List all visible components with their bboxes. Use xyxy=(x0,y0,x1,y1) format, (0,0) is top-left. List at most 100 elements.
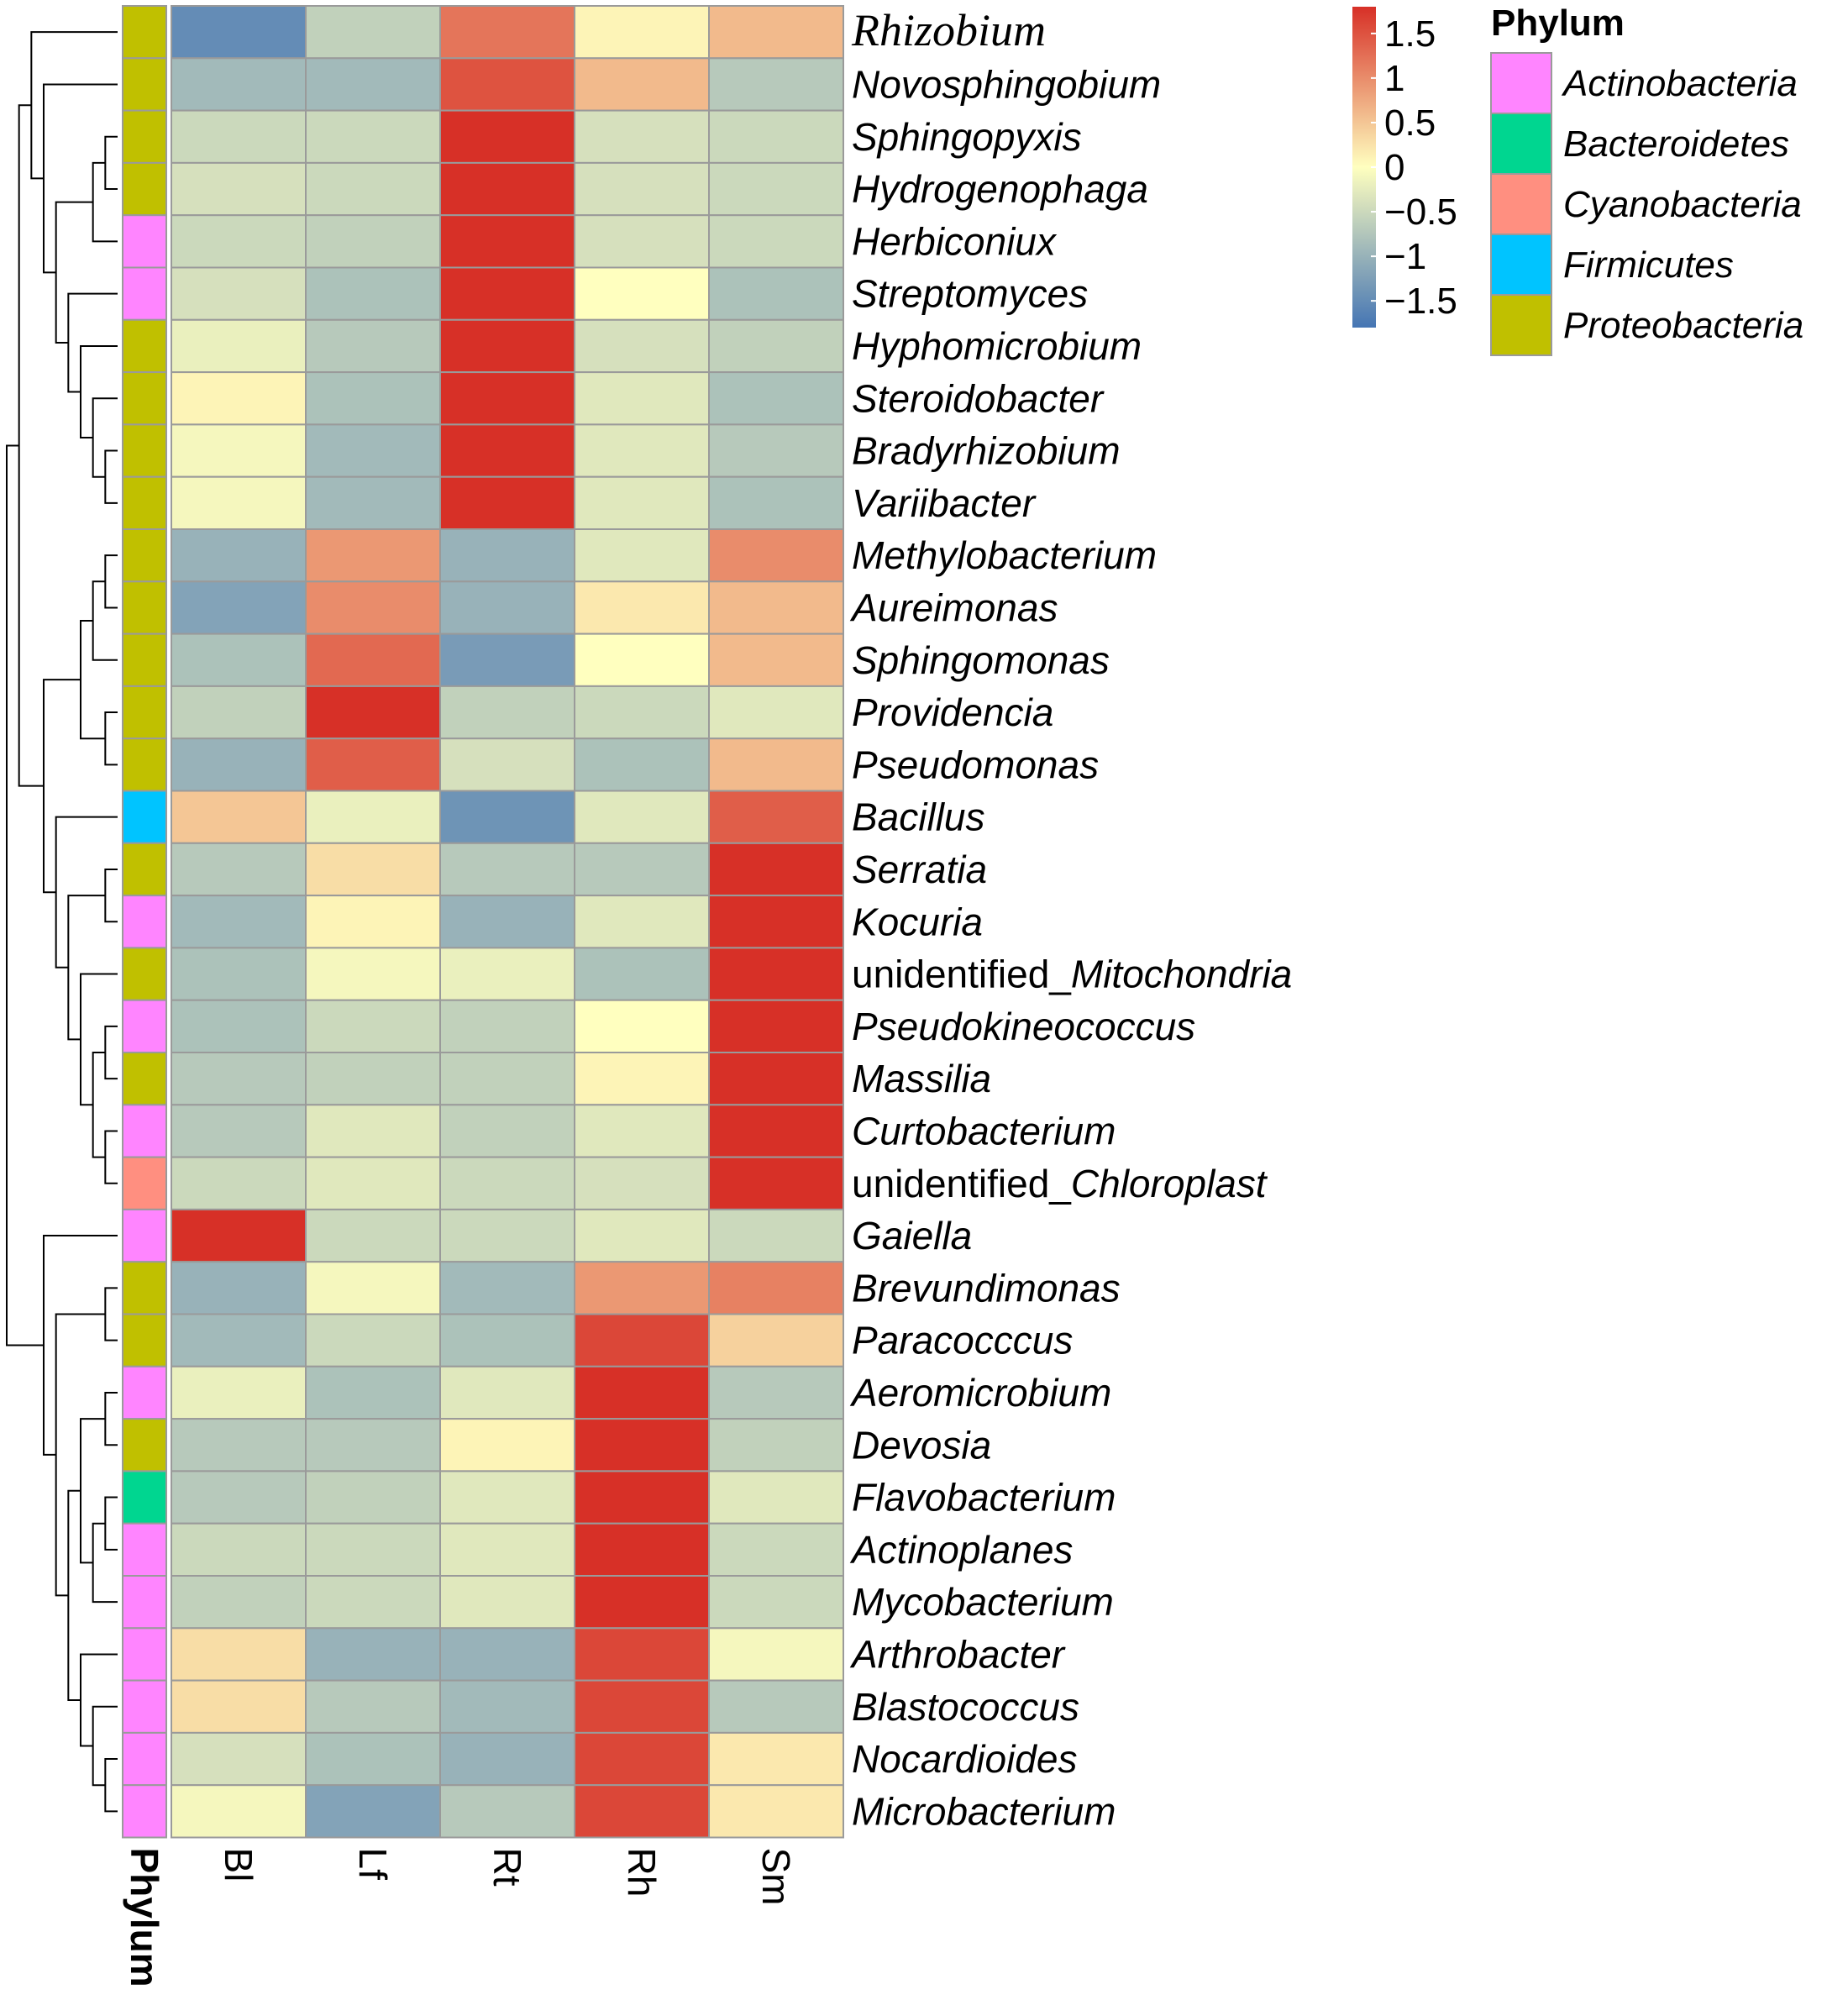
heatmap-cell xyxy=(305,1313,441,1367)
heatmap-cell xyxy=(305,685,441,740)
phylum-annotation-cell xyxy=(122,1208,167,1263)
heatmap-cell xyxy=(305,423,441,478)
heatmap-cell xyxy=(439,947,575,1001)
dendrogram-branch xyxy=(104,711,118,766)
heatmap-cell xyxy=(171,528,307,583)
legend-swatch xyxy=(1490,234,1552,296)
phylum-annotation-cell xyxy=(122,1052,167,1106)
heatmap-cell xyxy=(171,1261,307,1315)
heatmap-cell xyxy=(305,1679,441,1734)
phylum-annotation-cell xyxy=(122,633,167,687)
heatmap-cell xyxy=(574,57,710,112)
phylum-annotation-cell xyxy=(122,423,167,478)
heatmap-cell xyxy=(574,790,710,844)
row-label: Novosphingobium xyxy=(852,62,1161,106)
heatmap-cell xyxy=(708,738,844,792)
heatmap-cell xyxy=(708,947,844,1001)
heatmap-cell xyxy=(171,1470,307,1525)
row-label: Brevundimonas xyxy=(852,1266,1121,1310)
phylum-annotation-cell xyxy=(122,895,167,949)
heatmap-cell xyxy=(305,214,441,269)
phylum-annotation-cell xyxy=(122,1784,167,1839)
heatmap-cell xyxy=(574,423,710,478)
dendrogram-branch xyxy=(104,135,118,191)
row-label-genus: Chloroplast xyxy=(1071,1162,1268,1205)
heatmap-cell xyxy=(439,475,575,531)
heatmap-cell xyxy=(708,1261,844,1315)
heatmap-cell xyxy=(574,1365,710,1420)
phylum-annotation-cell xyxy=(122,685,167,740)
heatmap-cell xyxy=(708,161,844,217)
phylum-annotation-cell xyxy=(122,371,167,426)
heatmap-cell xyxy=(305,5,441,60)
heatmap-cell xyxy=(574,1052,710,1106)
heatmap-cell xyxy=(305,1261,441,1315)
row-label: Gaiella xyxy=(852,1214,972,1257)
heatmap-cell xyxy=(708,1365,844,1420)
dendrogram-branch xyxy=(104,1025,118,1080)
heatmap-cell xyxy=(708,842,844,897)
heatmap-cell xyxy=(305,1365,441,1420)
dendrogram-branch xyxy=(43,679,81,894)
heatmap-cell xyxy=(305,633,441,687)
heatmap-cell xyxy=(574,528,710,583)
heatmap-cell xyxy=(171,1575,307,1630)
heatmap-cell xyxy=(305,266,441,321)
heatmap-cell xyxy=(439,57,575,112)
row-label: Microbacterium xyxy=(852,1789,1116,1833)
color-scale-tick-label: 1.5 xyxy=(1384,13,1436,55)
legend-label: Firmicutes xyxy=(1563,244,1734,286)
row-label: Bradyrhizobium xyxy=(852,429,1121,473)
heatmap-cell xyxy=(574,1261,710,1315)
heatmap-cell xyxy=(171,1522,307,1577)
heatmap-cell xyxy=(171,1313,307,1367)
phylum-annotation-cell xyxy=(122,266,167,321)
heatmap-cell xyxy=(708,1575,844,1630)
phylum-annotation-cell xyxy=(122,842,167,897)
heatmap-cell xyxy=(171,371,307,426)
color-scale-legend: 1.510.50−0.5−1−1.5 xyxy=(1352,7,1457,328)
heatmap-cell xyxy=(708,528,844,583)
heatmap-cell xyxy=(439,1470,575,1525)
heatmap-cell xyxy=(708,1627,844,1682)
dendrogram-branch xyxy=(92,1705,118,1787)
row-label-prefix: unidentified_ xyxy=(852,953,1072,996)
row-label: Devosia xyxy=(852,1423,991,1467)
dendrogram-branch xyxy=(55,816,118,969)
heatmap-cell xyxy=(305,1156,441,1210)
row-label: Massilia xyxy=(852,1057,991,1100)
phylum-annotation-cell xyxy=(122,214,167,269)
dendrogram-branch xyxy=(92,161,118,243)
heatmap-cell xyxy=(305,1627,441,1682)
phylum-annotation-cell xyxy=(122,1156,167,1210)
heatmap-cell xyxy=(171,947,307,1001)
heatmap-cell xyxy=(439,633,575,687)
heatmap-cell xyxy=(439,790,575,844)
row-label: Serratia xyxy=(852,848,987,891)
heatmap-cell xyxy=(574,318,710,374)
heatmap-cell xyxy=(574,633,710,687)
heatmap-cell xyxy=(305,1470,441,1525)
phylum-annotation-cell xyxy=(122,318,167,374)
heatmap-cell xyxy=(439,1052,575,1106)
legend-swatch xyxy=(1490,113,1552,175)
phylum-annotation-cell xyxy=(122,528,167,583)
heatmap-cell xyxy=(439,1679,575,1734)
row-label: unidentified_Chloroplast xyxy=(852,1162,1268,1205)
row-label: Steroidobacter xyxy=(852,376,1105,420)
heatmap-cell xyxy=(708,57,844,112)
column-labels: Bl Lf Rt Rh Sm xyxy=(217,1848,798,1906)
heatmap-cell xyxy=(171,318,307,374)
heatmap-cell xyxy=(171,1679,307,1734)
dendrogram-branch xyxy=(67,895,106,1041)
phylum-annotation-cell xyxy=(122,1470,167,1525)
dendrogram-branch xyxy=(92,1522,118,1604)
heatmap-cell xyxy=(171,475,307,531)
heatmap-cell xyxy=(439,1208,575,1263)
phylum-annotation-cell xyxy=(122,580,167,635)
row-label: Flavobacterium xyxy=(852,1476,1116,1520)
heatmap-cell xyxy=(439,1731,575,1787)
phylum-annotation-cell xyxy=(122,1104,167,1158)
heatmap-cell xyxy=(171,1731,307,1787)
dendrogram-branch xyxy=(43,83,118,274)
